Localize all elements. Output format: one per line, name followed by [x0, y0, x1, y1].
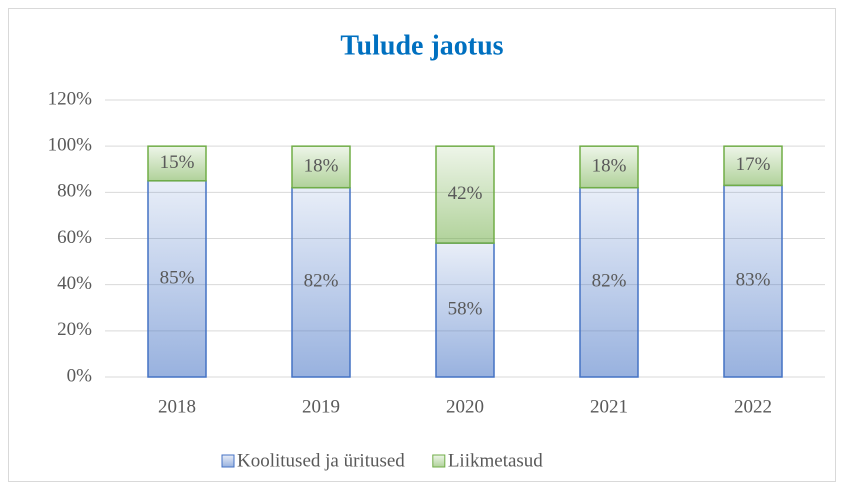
legend-swatch: [432, 454, 446, 468]
bar-segment: [291, 145, 351, 189]
bar-segment: [579, 145, 639, 189]
legend-label: Liikmetasud: [448, 450, 543, 471]
chart-title: Tulude jaotus: [340, 30, 503, 61]
data-label: 15%: [160, 152, 195, 173]
bar-segment: [435, 242, 495, 378]
data-label: 18%: [304, 155, 339, 176]
y-tick-label: 0%: [67, 365, 93, 386]
x-tick-label: 2019: [302, 396, 340, 417]
data-label: 82%: [592, 271, 627, 292]
legend-label: Koolitused ja üritused: [237, 450, 405, 471]
bar-segment: [723, 145, 783, 187]
x-tick-label: 2020: [446, 396, 484, 417]
data-label: 17%: [736, 154, 771, 175]
bar-segment: [291, 186, 351, 378]
y-tick-label: 120%: [48, 88, 93, 109]
bar-segment: [723, 184, 783, 378]
data-label: 18%: [592, 155, 627, 176]
data-label: 85%: [160, 267, 195, 288]
x-tick-label: 2018: [158, 396, 196, 417]
y-tick-label: 40%: [57, 273, 92, 294]
data-label: 82%: [304, 271, 339, 292]
bar-segment: [579, 186, 639, 378]
x-tick-label: 2022: [734, 396, 772, 417]
chart-border: [8, 8, 836, 482]
data-label: 83%: [736, 270, 771, 291]
bar-segment: [435, 145, 495, 244]
y-tick-label: 20%: [57, 319, 92, 340]
y-tick-label: 60%: [57, 227, 92, 248]
legend-swatch: [221, 454, 235, 468]
bar-segment: [147, 145, 207, 182]
data-label: 58%: [448, 298, 483, 319]
bar-segment: [147, 180, 207, 378]
x-tick-label: 2021: [590, 396, 628, 417]
y-tick-label: 100%: [48, 135, 93, 156]
data-label: 42%: [448, 183, 483, 204]
y-tick-label: 80%: [57, 181, 92, 202]
